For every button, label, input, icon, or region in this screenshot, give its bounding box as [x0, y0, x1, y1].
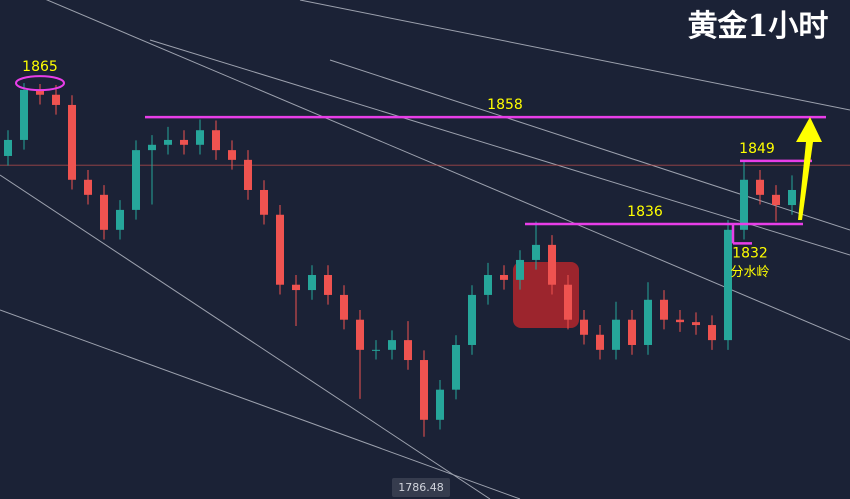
- candle-body: [404, 340, 412, 361]
- candle-body: [36, 89, 44, 95]
- candle-body: [628, 319, 636, 345]
- candle-body: [164, 139, 172, 145]
- candle-body: [452, 344, 460, 390]
- candle-body: [468, 294, 476, 345]
- candle-body: [772, 194, 780, 206]
- candle-body: [356, 319, 364, 350]
- candle-body: [212, 130, 220, 151]
- candle-body: [740, 179, 748, 230]
- candle-body: [148, 144, 156, 151]
- candle-body: [692, 322, 700, 326]
- note-label: 分水岭: [730, 265, 769, 280]
- candle-body: [308, 275, 316, 291]
- candle-body: [548, 244, 556, 285]
- candle-body: [388, 340, 396, 350]
- level-label: 1836: [627, 204, 663, 220]
- candle-body: [564, 284, 572, 320]
- peak-circle: [15, 75, 65, 92]
- candle-body: [580, 319, 588, 335]
- peak-label: 1865: [22, 59, 58, 75]
- candle-body: [276, 214, 284, 285]
- candle-body: [68, 104, 76, 180]
- trend-line: [149, 39, 850, 256]
- arrow-shaft: [798, 142, 813, 220]
- candle-body: [84, 179, 92, 195]
- candle-body: [436, 389, 444, 420]
- candle-body: [4, 139, 12, 156]
- candle-body: [500, 275, 508, 280]
- candle-body: [244, 159, 252, 190]
- candle-body: [644, 299, 652, 345]
- trend-line: [299, 0, 850, 111]
- candle-body: [292, 284, 300, 291]
- candle-body: [724, 229, 732, 341]
- trend-line: [45, 0, 850, 341]
- candle-body: [372, 349, 380, 351]
- candle-body: [228, 150, 236, 160]
- arrow-head: [796, 117, 822, 142]
- watermark-stamp: [513, 262, 579, 328]
- stamp: [513, 262, 579, 328]
- trend-line: [0, 174, 491, 499]
- level-label: 1858: [487, 97, 523, 113]
- candle-body: [116, 209, 124, 230]
- candle-body: [676, 319, 684, 323]
- candle-body: [788, 189, 796, 206]
- chart-title: 黄金1小时: [688, 9, 829, 44]
- level-label: 1832: [732, 245, 768, 261]
- candle-body: [708, 325, 716, 341]
- price-tag-box: [392, 478, 450, 497]
- candle-body: [180, 139, 188, 145]
- candle-body: [420, 360, 428, 420]
- candle-body: [532, 244, 540, 260]
- candle-body: [52, 94, 60, 105]
- candle-body: [100, 194, 108, 230]
- candle-body: [132, 150, 140, 210]
- candle-body: [196, 130, 204, 145]
- candle-body: [612, 319, 620, 350]
- level-label: 1849: [739, 141, 775, 157]
- candle-body: [324, 275, 332, 295]
- candle-body: [484, 275, 492, 295]
- trend-line: [0, 309, 521, 499]
- candle-body: [660, 299, 668, 320]
- candle-body: [340, 294, 348, 320]
- candle-body: [20, 89, 28, 140]
- candle-body: [596, 334, 604, 350]
- candle-body: [756, 179, 764, 195]
- trend-line: [329, 59, 850, 231]
- price-tag: 1786.48: [398, 481, 444, 494]
- candle-body: [260, 189, 268, 215]
- candle-body: [516, 259, 524, 280]
